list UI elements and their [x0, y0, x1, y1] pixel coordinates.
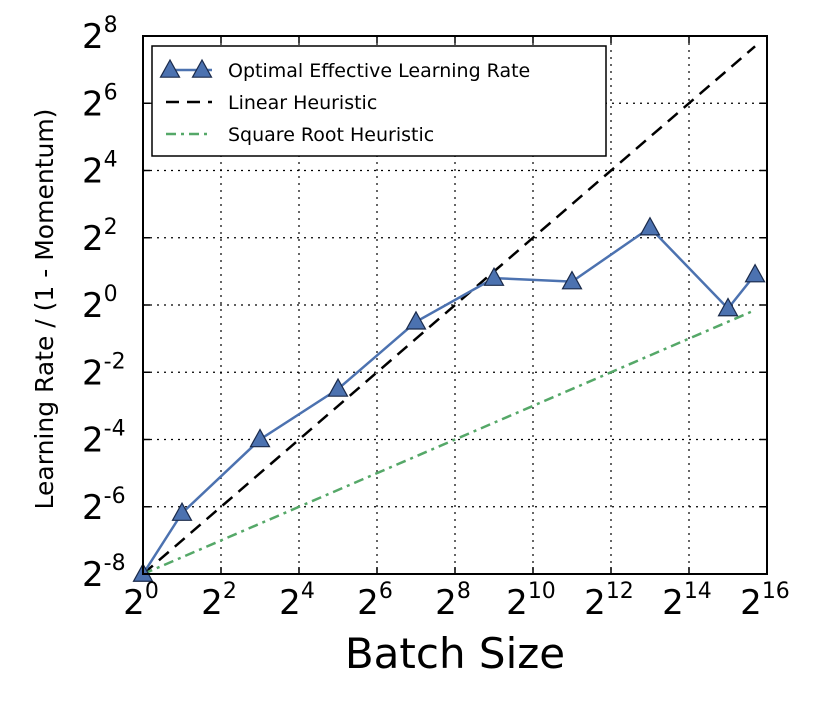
y-axis-ticks: 2-8 2-6 2-4 2-2 20 22 24 26 28: [82, 13, 767, 595]
y-tick-label-5: 22: [82, 215, 118, 259]
y-tick-label-3: 2-2: [82, 349, 126, 393]
series-0-point-3: [327, 377, 349, 397]
x-tick-label-1: 22: [201, 579, 237, 623]
x-tick-label-7: 214: [662, 579, 712, 623]
series-0-point-1: [171, 501, 193, 521]
legend: Optimal Effective Learning Rate Linear He…: [151, 45, 607, 157]
legend-entry-0: Optimal Effective Learning Rate: [159, 58, 530, 82]
legend-marker-0-1: [191, 58, 213, 78]
y-tick-label-8: 28: [82, 13, 118, 57]
series-1: [142, 45, 756, 576]
x-axis-ticks: 20 22 24 26 28 210 212 214 216: [123, 36, 790, 623]
y-tick-label-4: 20: [82, 282, 118, 326]
y-tick-label-0: 2-8: [82, 551, 126, 595]
x-tick-label-8: 216: [740, 579, 790, 623]
x-tick-label-3: 26: [357, 579, 393, 623]
series-0-point-2: [249, 428, 271, 448]
series-0-point-4: [405, 310, 427, 330]
legend-marker-0-0: [159, 58, 181, 78]
legend-entry-2: Square Root Heuristic: [166, 124, 434, 146]
x-tick-label-4: 28: [435, 579, 471, 623]
x-tick-label-5: 210: [506, 579, 556, 623]
legend-entry-1: Linear Heuristic: [166, 92, 377, 114]
y-tick-label-7: 26: [82, 80, 118, 124]
series-0-point-9: [744, 263, 766, 283]
y-tick-label-2: 2-4: [82, 417, 126, 461]
legend-label-1: Linear Heuristic: [228, 92, 377, 114]
x-tick-label-2: 24: [279, 579, 315, 623]
series-line-1: [142, 45, 756, 576]
series-line-2: [142, 308, 756, 576]
series-2: [142, 308, 756, 576]
series-line-0: [141, 226, 757, 575]
legend-label-0: Optimal Effective Learning Rate: [228, 60, 530, 82]
legend-box: [151, 45, 607, 157]
y-tick-label-1: 2-6: [82, 484, 126, 528]
legend-label-2: Square Root Heuristic: [228, 124, 434, 146]
x-axis-title: Batch Size: [345, 629, 565, 678]
x-tick-label-0: 20: [123, 579, 159, 623]
x-tick-label-6: 212: [584, 579, 634, 623]
y-axis-title: Learning Rate / (1 - Momentum): [30, 109, 59, 510]
series-0-point-5: [483, 266, 505, 286]
y-tick-label-6: 24: [82, 148, 118, 192]
series-0-point-6: [561, 270, 583, 290]
series-0-point-8: [717, 297, 739, 317]
series-layer: [132, 45, 766, 582]
series-0: [132, 216, 766, 582]
series-0-point-7: [639, 216, 661, 236]
